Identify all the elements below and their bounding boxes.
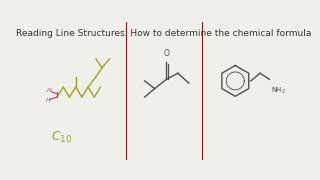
Text: H: H bbox=[47, 88, 52, 93]
Text: O: O bbox=[164, 49, 169, 58]
Text: NH$_2$: NH$_2$ bbox=[271, 86, 286, 96]
Text: Reading Line Structures: How to determine the chemical formula: Reading Line Structures: How to determin… bbox=[16, 28, 312, 37]
Text: H: H bbox=[45, 98, 50, 103]
Text: $C_{10}$: $C_{10}$ bbox=[51, 130, 72, 145]
